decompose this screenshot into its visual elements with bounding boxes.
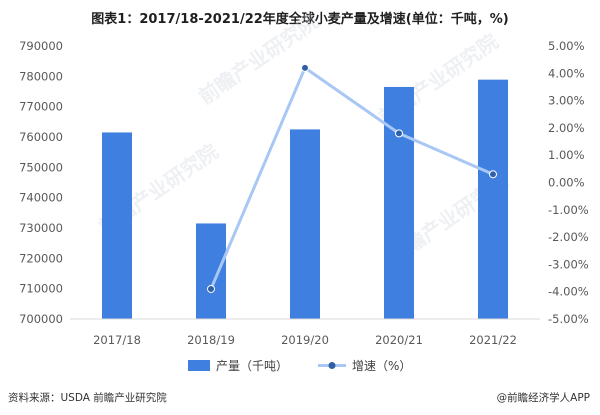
chart-title: 图表1：2017/18-2021/22年度全球小麦产量及增速(单位：千吨，%)	[91, 12, 509, 27]
left-axis-tick-label: 760000	[19, 130, 63, 144]
right-axis-tick-label: 3.00%	[548, 94, 585, 108]
line-point	[301, 63, 309, 72]
left-axis-tick-label: 710000	[19, 282, 63, 296]
right-axis-tick-label: 1.00%	[548, 148, 585, 162]
right-axis-tick-label: 0.00%	[548, 176, 585, 190]
left-axis-tick-label: 700000	[19, 312, 63, 326]
credit-note: @前瞻经济学人APP	[496, 392, 590, 404]
left-axis-tick-label: 790000	[19, 39, 63, 53]
x-axis-tick-label: 2021/22	[469, 333, 517, 347]
right-axis-tick-label: 2.00%	[548, 121, 585, 135]
left-axis: 700000 710000 720000 730000 740000 750000 7600…	[19, 39, 63, 326]
right-axis-tick-label: -1.00%	[548, 203, 589, 217]
legend-swatch-marker	[328, 362, 336, 369]
left-axis-tick-label: 720000	[19, 251, 63, 265]
left-axis-tick-label: 750000	[19, 160, 63, 174]
right-axis: -5.00% -4.00% -3.00% -2.00% -1.00% 0.00% 1.00%…	[548, 39, 589, 326]
legend-label-bar: 产量（千吨）	[216, 359, 288, 373]
right-axis-tick-label: -2.00%	[548, 230, 589, 244]
x-axis-tick-label: 2019/20	[281, 333, 329, 347]
line-point	[207, 284, 215, 293]
right-axis-tick-label: -3.00%	[548, 257, 589, 271]
line-path	[209, 66, 494, 290]
left-axis-tick-label: 740000	[19, 191, 63, 205]
right-axis-tick-label: 5.00%	[548, 39, 585, 53]
x-axis: 2017/18 2018/19 2019/20 2020/21 2021/22	[70, 318, 540, 347]
bar	[384, 86, 414, 319]
right-axis-tick-label: -5.00%	[548, 312, 589, 326]
right-axis-tick-label: -4.00%	[548, 285, 589, 299]
line-point	[395, 129, 403, 138]
left-axis-tick-label: 770000	[19, 100, 63, 114]
line-point	[489, 170, 497, 179]
legend-label-line: 增速（%）	[352, 359, 411, 373]
right-axis-tick-label: 4.00%	[548, 66, 585, 80]
bar	[196, 223, 226, 319]
left-axis-tick-label: 780000	[19, 69, 63, 83]
bar	[102, 132, 132, 319]
legend-swatch-bar	[188, 360, 210, 371]
x-axis-tick-label: 2017/18	[93, 333, 141, 347]
left-axis-tick-label: 730000	[19, 221, 63, 235]
x-axis-tick-label: 2018/19	[187, 333, 235, 347]
watermark-text: 前瞻产业研究院	[194, 9, 322, 109]
source-note: 资料来源：USDA 前瞻产业研究院	[8, 392, 167, 404]
legend: 产量（千吨） 增速（%）	[188, 359, 411, 373]
x-axis-tick-label: 2020/21	[375, 333, 423, 347]
bar	[478, 79, 508, 319]
line-series	[207, 63, 497, 293]
bar	[290, 129, 320, 319]
